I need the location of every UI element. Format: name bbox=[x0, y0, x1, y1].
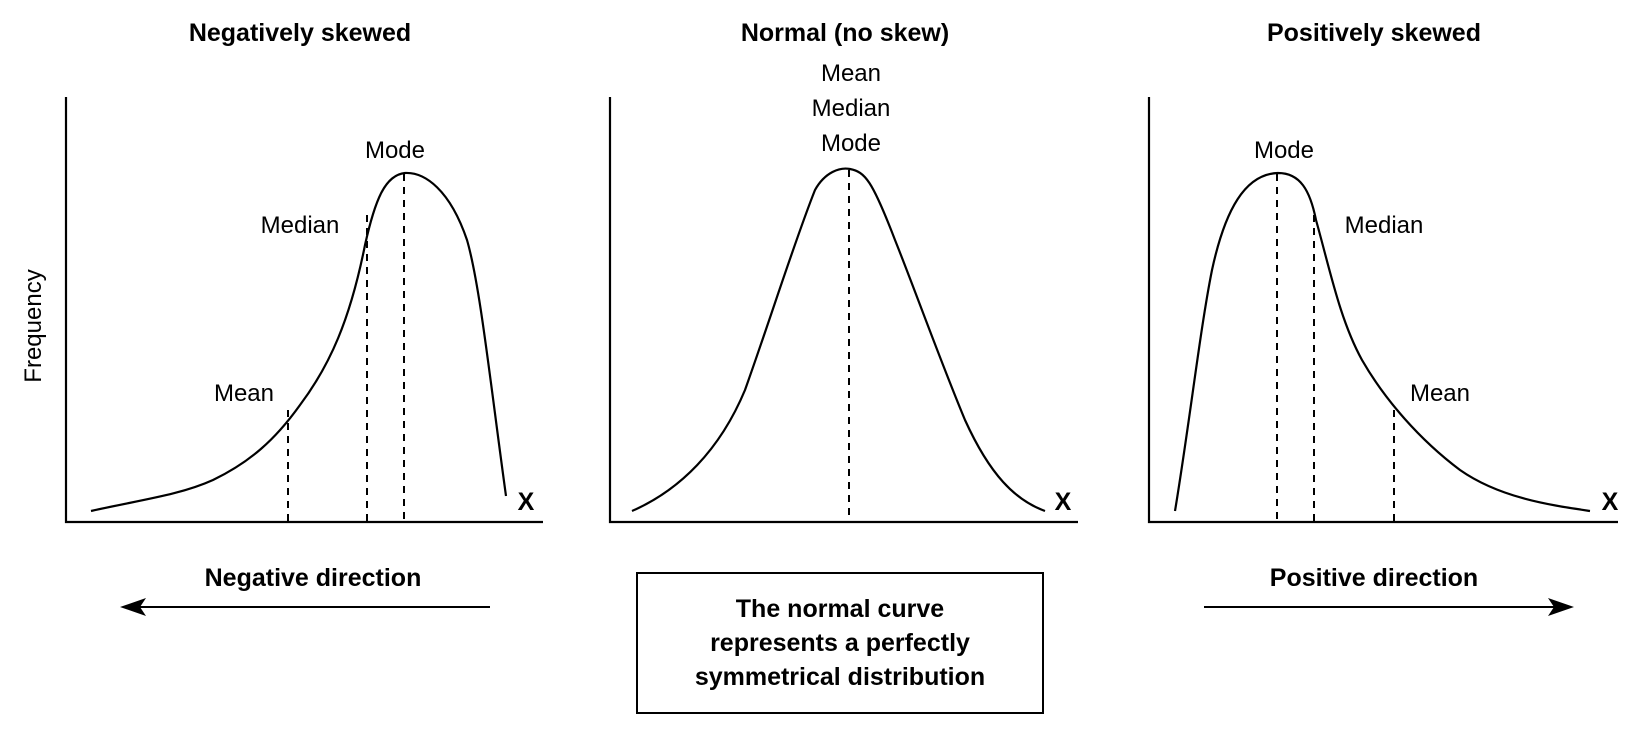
negative-direction-label: Negative direction bbox=[205, 564, 422, 592]
normal-x-label: X bbox=[1055, 488, 1072, 516]
negative-mean-label: Mean bbox=[214, 380, 274, 407]
positive-x-label: X bbox=[1602, 488, 1619, 516]
normal-mode-label: Mode bbox=[821, 130, 881, 157]
normal-panel: Mean Median Mode X bbox=[608, 60, 1078, 524]
negative-panel-title: Negatively skewed bbox=[189, 19, 411, 47]
positive-panel-title: Positively skewed bbox=[1267, 19, 1481, 47]
positive-direction-arrow bbox=[1204, 598, 1574, 616]
normal-curve-note: The normal curve represents a perfectly … bbox=[694, 595, 986, 691]
positive-mean-label: Mean bbox=[1410, 380, 1470, 407]
normal-mean-label: Mean bbox=[821, 60, 881, 87]
negative-curve bbox=[90, 171, 508, 513]
normal-curve-note-box: The normal curve represents a perfectly … bbox=[636, 572, 1044, 714]
normal-axes bbox=[608, 97, 1078, 524]
negative-direction-arrow bbox=[120, 598, 490, 616]
positive-panel: Mode Median Mean X bbox=[1147, 97, 1619, 524]
positive-axes bbox=[1147, 97, 1618, 524]
positive-direction-label: Positive direction bbox=[1270, 564, 1478, 592]
normal-median-label: Median bbox=[812, 95, 891, 122]
negative-axes bbox=[64, 97, 543, 524]
normal-panel-title: Normal (no skew) bbox=[741, 19, 949, 47]
positive-median-label: Median bbox=[1345, 212, 1424, 239]
normal-curve bbox=[631, 167, 1046, 513]
positive-curve bbox=[1173, 171, 1591, 513]
negative-median-label: Median bbox=[261, 212, 340, 239]
y-axis-label: Frequency bbox=[20, 269, 47, 382]
positive-mode-label: Mode bbox=[1254, 137, 1314, 164]
negative-panel: Mode Median Mean X bbox=[64, 97, 543, 524]
negative-x-label: X bbox=[518, 488, 535, 516]
negative-mode-label: Mode bbox=[365, 137, 425, 164]
